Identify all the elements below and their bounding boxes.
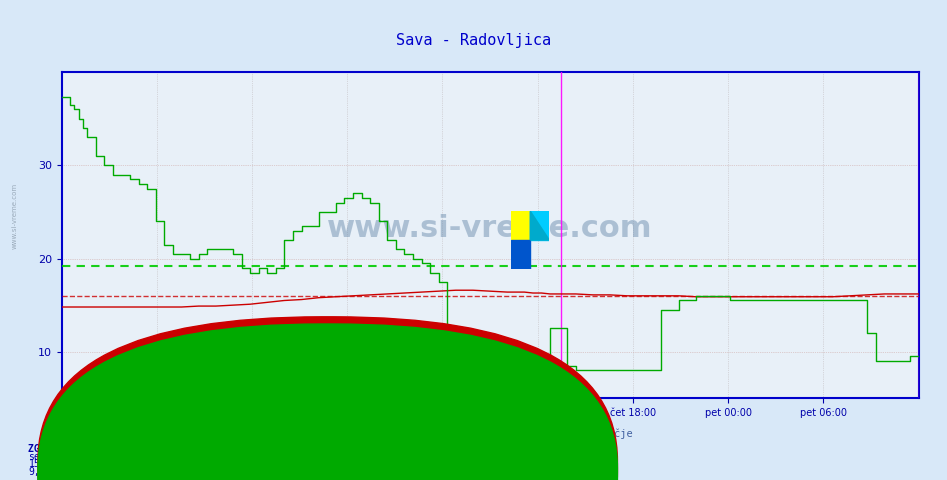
Text: pretok[m3/s]: pretok[m3/s] xyxy=(339,467,409,477)
Text: zadnja dva dni / 5 minut.: zadnja dva dni / 5 minut. xyxy=(396,420,551,430)
Text: 15,9: 15,9 xyxy=(28,459,52,469)
Text: 16,0: 16,0 xyxy=(161,459,185,469)
Text: min.:: min.: xyxy=(95,452,124,462)
Text: www.si-vreme.com: www.si-vreme.com xyxy=(11,183,17,249)
Text: 14,4: 14,4 xyxy=(95,459,118,469)
Text: 37,3: 37,3 xyxy=(232,467,256,477)
Text: Meritve: trenutne  Enote: metrične  Črta: povprečje: Meritve: trenutne Enote: metrične Črta: … xyxy=(314,427,633,439)
Text: 9,1: 9,1 xyxy=(28,467,46,477)
Text: Slovenija / reke in morje.: Slovenija / reke in morje. xyxy=(392,410,555,420)
Text: 17,2: 17,2 xyxy=(232,459,256,469)
Polygon shape xyxy=(530,211,549,240)
Text: ZGODOVINSKE IN TRENUTNE VREDNOSTI: ZGODOVINSKE IN TRENUTNE VREDNOSTI xyxy=(28,444,223,454)
Text: povpr.:: povpr.: xyxy=(161,452,202,462)
Text: temperatura[C]: temperatura[C] xyxy=(339,459,421,469)
Text: Sava - Radovljica: Sava - Radovljica xyxy=(322,451,428,462)
Text: maks.:: maks.: xyxy=(232,452,267,462)
Bar xyxy=(511,240,530,269)
Bar xyxy=(530,211,549,240)
Bar xyxy=(511,211,530,240)
Text: 7,9: 7,9 xyxy=(95,467,113,477)
Text: Sava - Radovljica: Sava - Radovljica xyxy=(396,33,551,48)
Text: www.si-vreme.com: www.si-vreme.com xyxy=(328,214,652,243)
Text: navpična črta - razdelek 24 ur: navpična črta - razdelek 24 ur xyxy=(380,438,567,449)
Text: 19,2: 19,2 xyxy=(161,467,185,477)
Text: sedaj:: sedaj: xyxy=(28,452,63,462)
